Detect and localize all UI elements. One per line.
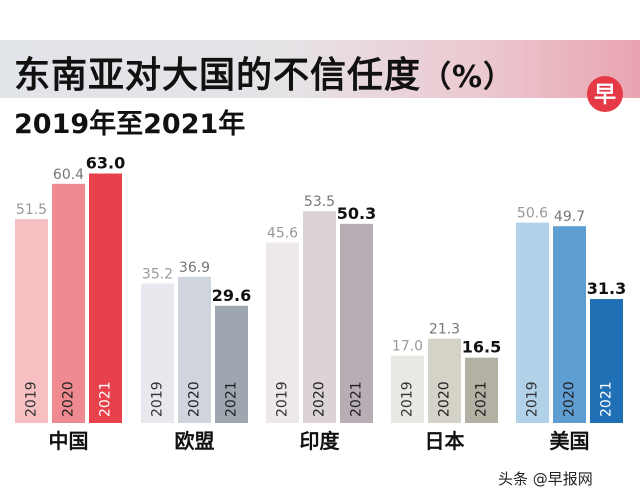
year-label: 2019 <box>24 381 40 417</box>
bar-中国-2021 <box>89 173 122 423</box>
year-label: 2019 <box>525 381 541 417</box>
category-label: 欧盟 <box>175 429 215 453</box>
chart-title-unit: （%） <box>421 60 515 95</box>
data-label: 16.5 <box>462 338 501 357</box>
year-label: 2021 <box>599 381 615 417</box>
data-label: 60.4 <box>53 167 84 183</box>
year-label: 2020 <box>437 381 453 417</box>
bar-日本-2021 <box>465 357 498 423</box>
data-label: 17.0 <box>392 339 423 355</box>
year-label: 2020 <box>187 381 203 417</box>
year-label: 2020 <box>61 381 77 417</box>
year-label: 2020 <box>562 381 578 417</box>
data-label: 50.6 <box>517 206 548 222</box>
bar-美国-2019 <box>516 222 549 423</box>
bar-欧盟-2021 <box>215 305 248 423</box>
year-label: 2021 <box>98 381 114 417</box>
title-band <box>0 40 640 98</box>
data-label: 53.5 <box>304 194 335 210</box>
data-label: 63.0 <box>86 154 125 173</box>
bar-日本-2019 <box>391 355 424 423</box>
bar-美国-2020 <box>553 226 586 423</box>
bar-中国-2019 <box>15 219 48 423</box>
logo-glyph: 早 <box>594 83 616 108</box>
year-label: 2019 <box>150 381 166 417</box>
watermark: 头条 @早报网 <box>498 470 593 488</box>
bar-欧盟-2020 <box>178 276 211 423</box>
chart-title: 东南亚对大国的不信任度（%） <box>14 46 514 98</box>
bar-印度-2020 <box>303 211 336 423</box>
data-label: 35.2 <box>142 267 173 283</box>
data-label: 50.3 <box>337 204 376 223</box>
bar-日本-2020 <box>428 338 461 423</box>
bar-中国-2020 <box>52 183 85 423</box>
data-label: 21.3 <box>429 322 460 338</box>
bar-欧盟-2019 <box>141 283 174 423</box>
chart-title-text: 东南亚对大国的不信任度 <box>14 55 422 96</box>
data-label: 36.9 <box>179 260 210 276</box>
category-label: 中国 <box>49 429 89 453</box>
data-label: 49.7 <box>554 209 585 225</box>
year-label: 2019 <box>400 381 416 417</box>
year-label: 2021 <box>224 381 240 417</box>
category-label: 印度 <box>300 429 341 453</box>
zaobao-logo-icon: 早 <box>587 76 623 112</box>
data-label: 45.6 <box>267 225 298 241</box>
year-label: 2021 <box>349 381 365 417</box>
data-label: 29.6 <box>212 286 251 305</box>
chart-subtitle: 2019年至2021年 <box>14 109 246 140</box>
category-label: 日本 <box>425 429 465 453</box>
data-label: 51.5 <box>16 202 47 218</box>
data-label: 31.3 <box>587 279 626 298</box>
category-label: 美国 <box>550 429 590 453</box>
bar-美国-2021 <box>590 299 623 423</box>
year-label: 2020 <box>312 381 328 417</box>
bar-印度-2019 <box>266 242 299 423</box>
year-label: 2019 <box>275 381 291 417</box>
year-label: 2021 <box>474 381 490 417</box>
bar-印度-2021 <box>340 223 373 423</box>
